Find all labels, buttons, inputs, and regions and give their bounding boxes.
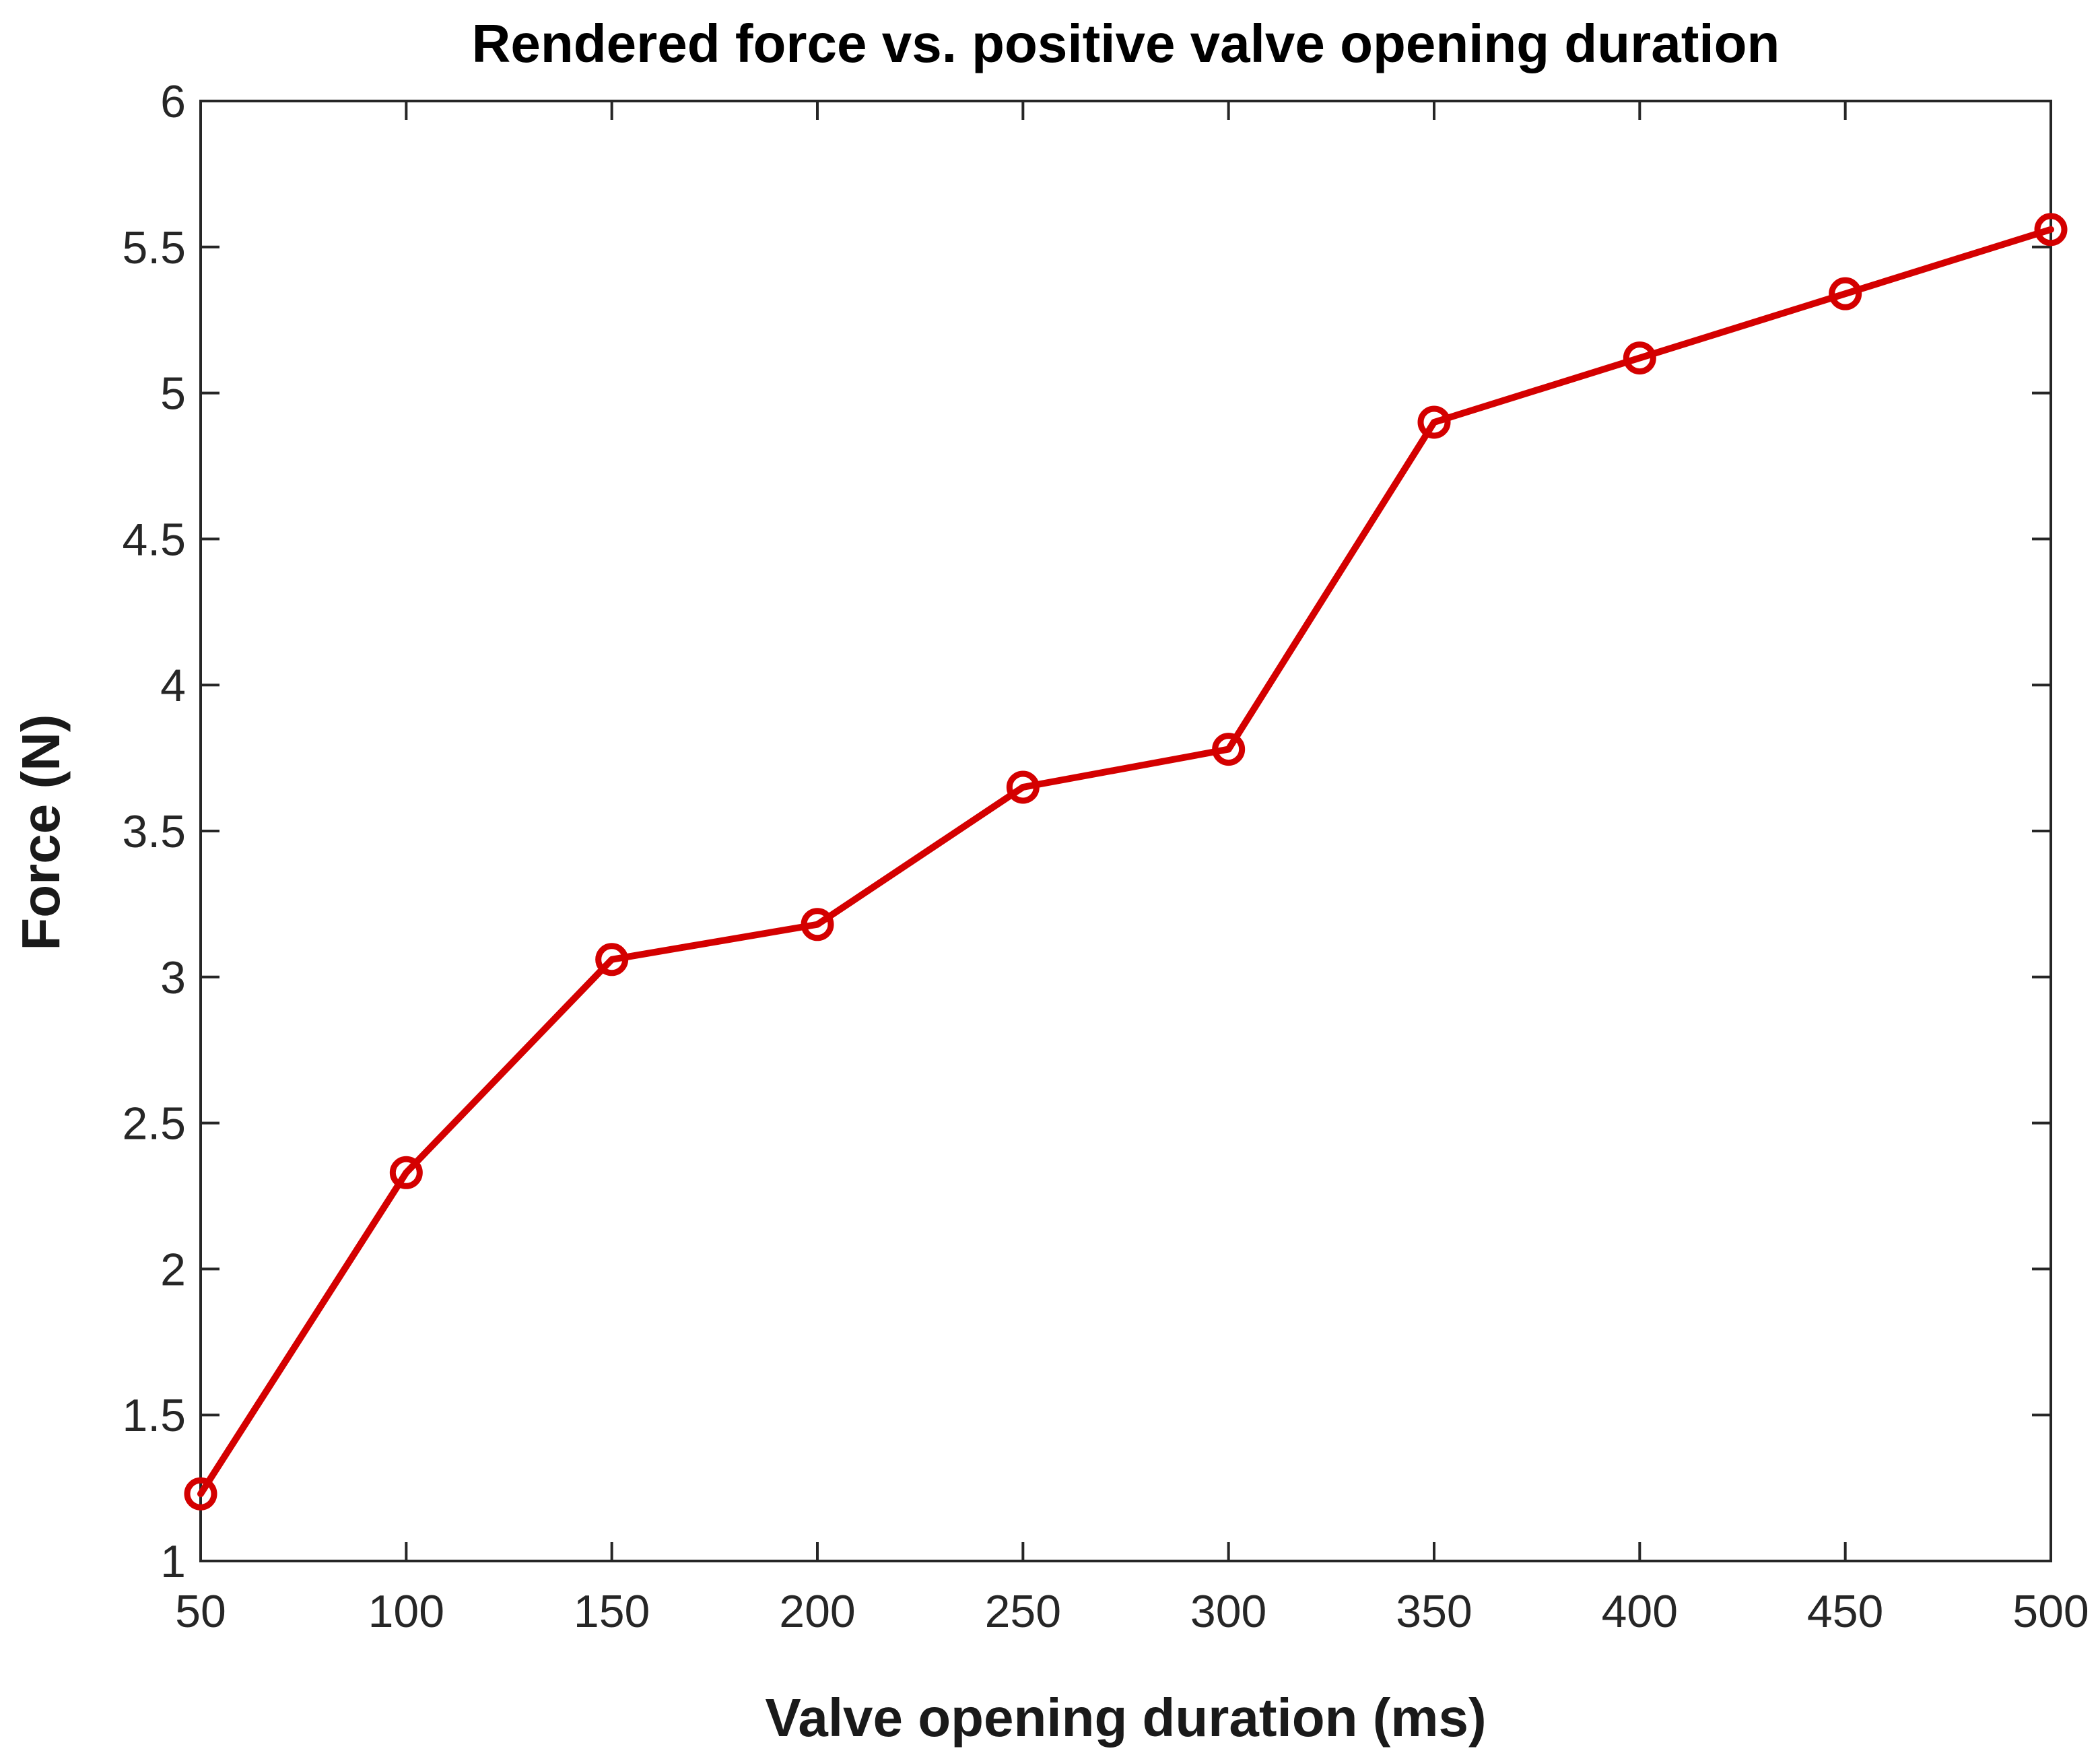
data-point [2034, 213, 2068, 246]
x-tick-label: 300 [1190, 1586, 1266, 1637]
y-tick-label: 6 [160, 76, 186, 127]
data-point [1829, 277, 1862, 310]
series-line [197, 226, 2054, 1498]
y-tick-label: 1.5 [122, 1390, 186, 1441]
x-axis: 50 100 150 200 250 300 350 400 450 500 [175, 101, 2089, 1637]
x-tick-label: 500 [2012, 1586, 2089, 1637]
data-point [389, 1156, 423, 1189]
y-tick-label: 2.5 [122, 1098, 186, 1150]
x-tick-label: 450 [1807, 1586, 1883, 1637]
data-point [1623, 341, 1656, 375]
y-axis: 1 1.5 2 2.5 3 3.5 4 4.5 5 5.5 6 [122, 76, 2051, 1587]
x-axis-label: Valve opening duration (ms) [765, 1688, 1486, 1748]
x-tick-label: 100 [368, 1586, 444, 1637]
data-point [595, 943, 629, 976]
y-tick-label: 5 [160, 368, 186, 420]
y-tick-label: 1 [160, 1536, 186, 1587]
x-tick-label: 150 [574, 1586, 650, 1637]
x-tick-label: 350 [1396, 1586, 1472, 1637]
data-point [184, 1477, 217, 1511]
y-axis-label: Force (N) [11, 714, 71, 950]
data-point [801, 908, 834, 941]
y-tick-label: 3.5 [122, 806, 186, 857]
axes-box [199, 100, 2052, 1562]
data-point [1212, 733, 1246, 766]
y-tick-label: 4.5 [122, 514, 186, 565]
x-tick-label: 50 [175, 1586, 226, 1637]
plot-area: 1 1.5 2 2.5 3 3.5 4 4.5 5 5.5 6 50 100 150 200 250 300 3… [122, 76, 2089, 1637]
chart-title: Rendered force vs. positive valve openin… [472, 13, 1780, 73]
y-tick-label: 2 [160, 1244, 186, 1295]
y-tick-label: 3 [160, 952, 186, 1003]
data-point [1417, 405, 1451, 439]
y-tick-label: 4 [160, 660, 186, 711]
x-tick-label: 200 [779, 1586, 855, 1637]
series-layer [184, 213, 2068, 1511]
y-tick-label: 5.5 [122, 222, 186, 273]
x-tick-label: 400 [1602, 1586, 1678, 1637]
data-point [1006, 770, 1040, 804]
x-tick-label: 250 [985, 1586, 1061, 1637]
